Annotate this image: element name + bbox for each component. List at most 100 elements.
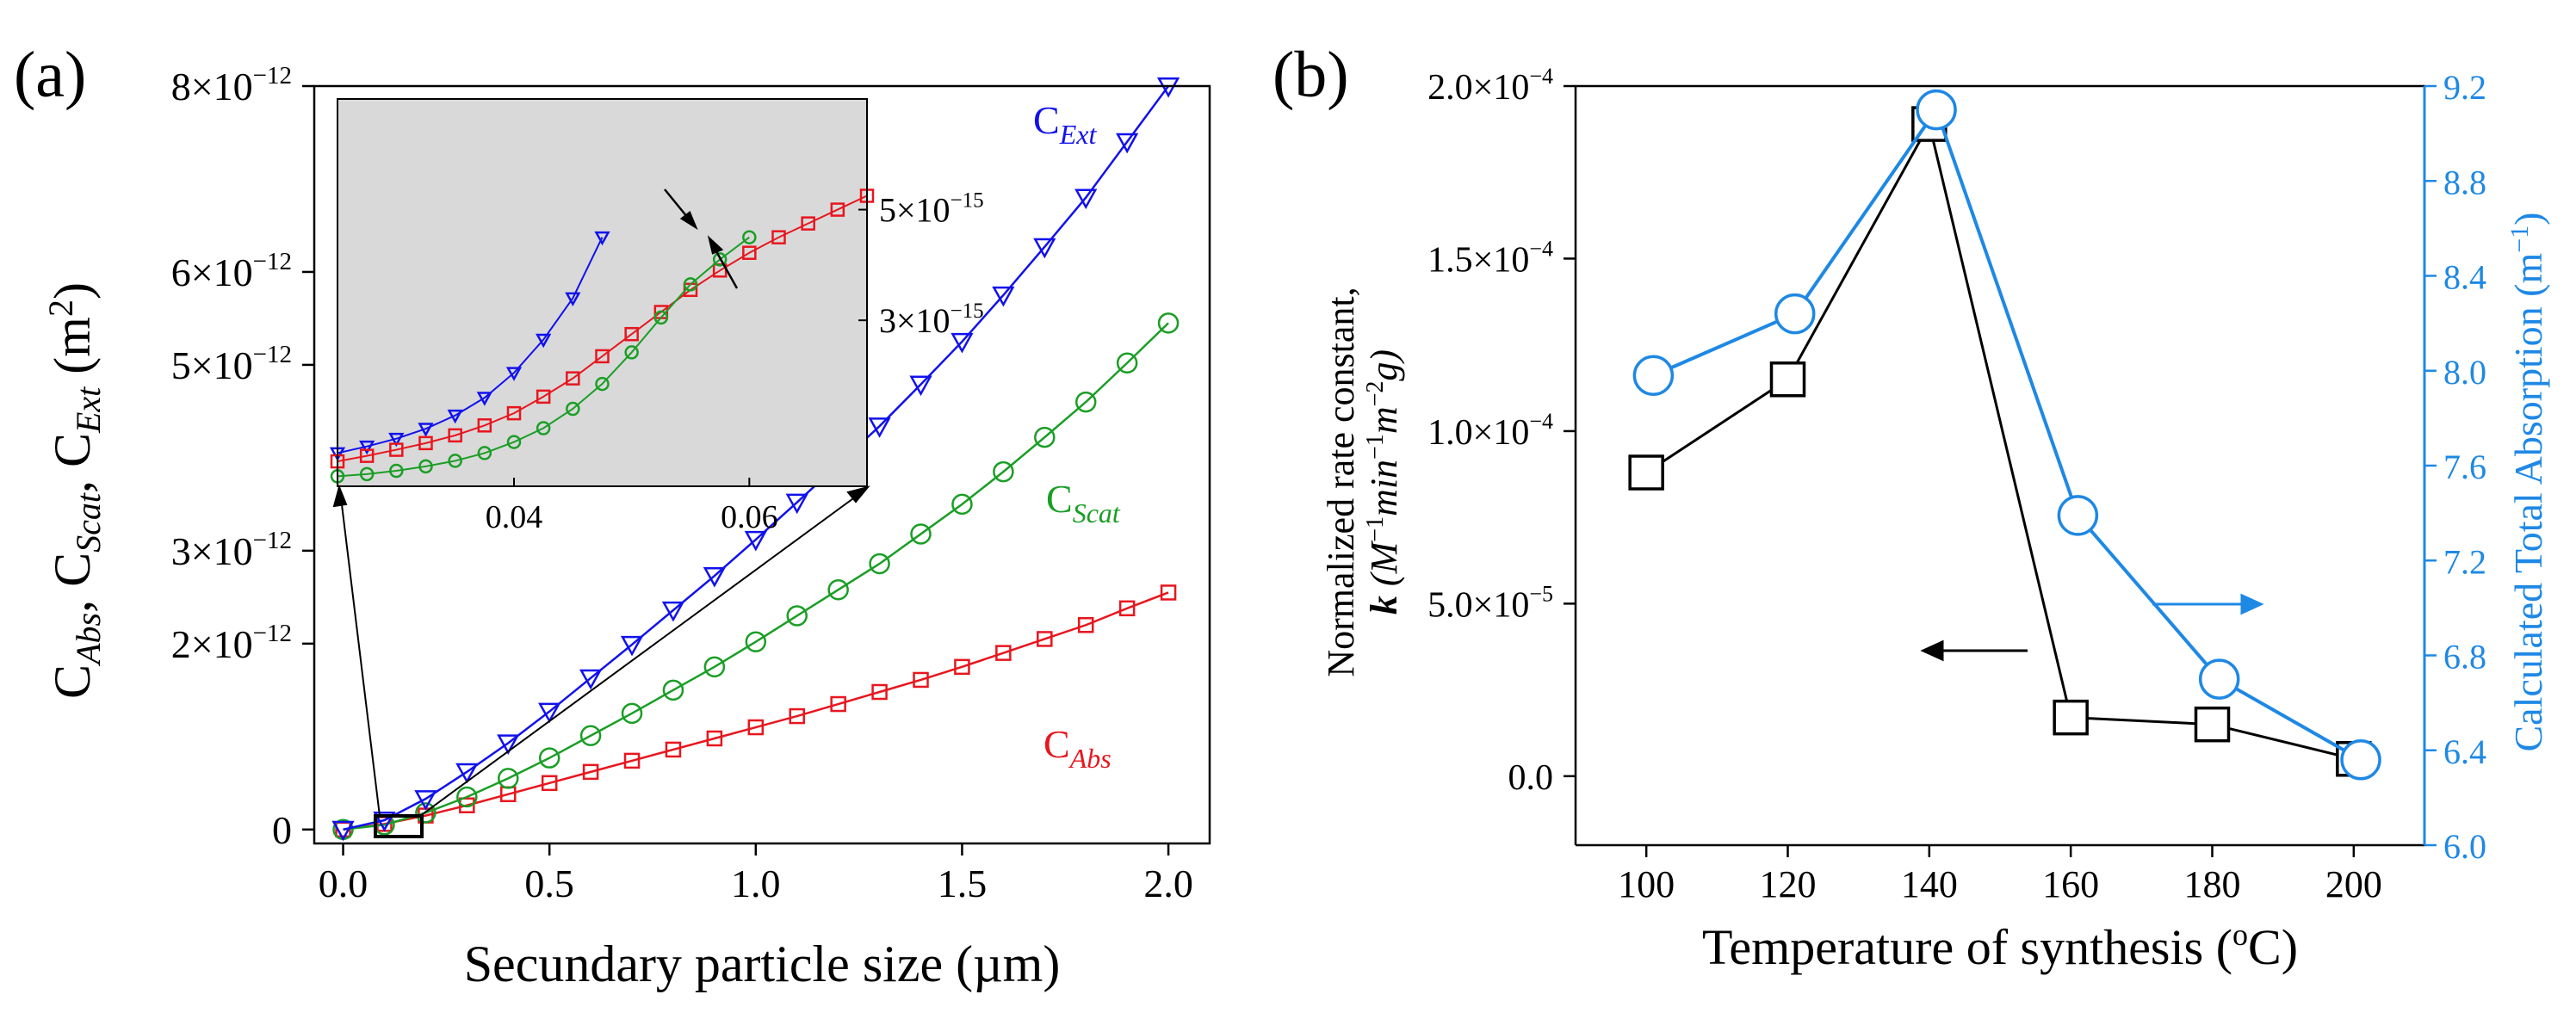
a-point-C_Ext-9 — [703, 566, 727, 588]
a-point-C_Scat-17 — [1034, 426, 1056, 448]
b-xtick-label-5: 200 — [2325, 863, 2382, 905]
label-c-ext-sub: Ext — [1059, 119, 1098, 150]
a-point-C_Ext-6 — [579, 669, 603, 690]
inset-point-C_Abs-15 — [771, 230, 786, 244]
label-c-scat-sub: Scat — [1073, 497, 1121, 528]
a-point-C_Scat-18 — [1074, 391, 1097, 413]
b-ytick-right-label-0: 6.0 — [2443, 827, 2486, 866]
zoom-connector-right — [419, 493, 860, 817]
inset-frame — [337, 98, 868, 487]
b-ytick-right-label-6: 8.4 — [2443, 258, 2486, 297]
ylabel-a-part-3: Scat — [69, 492, 108, 553]
b-ytick-left-label-1: 5.0×10−5 — [1427, 581, 1553, 625]
b-point-0-3 — [2053, 699, 2089, 736]
a-line-C_Abs — [343, 591, 1169, 831]
a-point-C_Abs-9 — [706, 730, 723, 747]
a-point-C_Scat-3 — [456, 786, 478, 808]
arrow-left-head — [1920, 639, 1944, 662]
zoom-box — [374, 814, 424, 838]
b-point-0-4 — [2194, 706, 2231, 743]
a-point-C_Scat-7 — [621, 702, 643, 725]
a-point-C_Abs-10 — [747, 719, 765, 736]
b-ytick-left-label-3-exponent: −4 — [1529, 236, 1553, 261]
b-ytick-right-label-7: 8.8 — [2443, 163, 2486, 201]
b-ytick-right-label-3: 7.2 — [2443, 542, 2486, 581]
a-point-C_Scat-13 — [869, 553, 890, 575]
a-point-C_Abs-12 — [830, 695, 846, 713]
panel-b-label: (b) — [1273, 39, 1349, 111]
b-point-0-1 — [1769, 361, 1806, 398]
a-point-C_Scat-10 — [745, 631, 767, 652]
a-point-C_Scat-8 — [662, 679, 684, 701]
inset-point-C_Scat-8 — [566, 401, 580, 417]
a-point-C_Scat-20 — [1157, 312, 1180, 334]
a-ytick-label-0: 0 — [272, 808, 292, 852]
b-line-1 — [1652, 106, 2362, 762]
crossing-arrow-upper-head — [679, 211, 698, 231]
panel-a-label: (a) — [14, 39, 86, 111]
a-ytick-label-1-mantissa: 2×10 — [171, 622, 253, 666]
a-point-C_Ext-13 — [868, 417, 891, 438]
inset: 0.04 0.063×10−155×10−15 — [329, 98, 984, 535]
ylabel-b-part-7: g) — [1363, 349, 1405, 381]
b-xtick-label-2: 140 — [1901, 863, 1958, 905]
zoom-connectors — [332, 484, 870, 817]
inset-point-C_Abs-16 — [801, 216, 815, 231]
a-point-C_Ext-16 — [992, 286, 1015, 307]
a-point-C_Scat-5 — [538, 747, 560, 769]
a-point-C_Abs-17 — [1037, 631, 1053, 647]
inset-point-C_Abs-2 — [389, 442, 404, 457]
b-ytick-left-label-0: 0.0 — [1508, 758, 1554, 798]
panel-b: (b) Normalized rate constant, k (M−1min−… — [1273, 39, 2550, 975]
inset-point-C_Abs-10 — [624, 326, 639, 342]
a-ytick-label-4-exponent: −12 — [253, 248, 292, 275]
xlabel-b-part-0: Temperature of synthesis ( — [1702, 919, 2232, 975]
inset-point-C_Ext-8 — [565, 292, 581, 307]
zoom-connector-right-head — [846, 485, 870, 503]
a-line-C_Scat — [343, 322, 1169, 831]
ylabel-a-part-6: (m — [44, 317, 101, 387]
inset-background — [337, 99, 867, 486]
ylabel-b-part-0: k — [1363, 596, 1405, 615]
label-c-ext: CExt — [1033, 98, 1097, 150]
b-ytick-right-label-8: 9.2 — [2443, 68, 2486, 107]
panel-a-xlabel: Secundary particle size (µm) — [464, 936, 1061, 992]
inset-point-C_Abs-8 — [566, 371, 580, 386]
inset-point-C_Abs-4 — [448, 428, 462, 443]
panel-b-ylabel-left-line1: Normalized rate constant, — [1320, 287, 1362, 676]
a-ytick-label-0-mantissa: 0 — [272, 808, 292, 852]
inset-point-C_Scat-7 — [536, 421, 551, 435]
a-point-C_Ext-19 — [1116, 133, 1139, 154]
a-point-C_Abs-15 — [954, 658, 970, 676]
a-ytick-label-5-exponent: −12 — [253, 62, 292, 90]
a-point-C_Scat-2 — [415, 802, 437, 824]
crossing-arrow-lower-head — [707, 235, 724, 255]
panel-a-ticks: 0.0 0.5 1.0 1.5 2.002×10−123×10−125×10−126×1… — [171, 62, 1193, 905]
crossing-arrows — [664, 188, 739, 289]
ylabel-a-part-2: , C — [44, 553, 101, 613]
a-point-C_Ext-5 — [538, 702, 561, 724]
b-point-1-2 — [1916, 89, 1957, 131]
label-c-abs: CAbs — [1043, 722, 1112, 774]
panel-b-ticks: 100 120 140 160 180 2000.05.0×10−51.0×10−41.5… — [1427, 64, 2486, 905]
inset-point-C_Scat-9 — [595, 376, 610, 392]
inset-point-C_Ext-1 — [359, 440, 375, 455]
zoom-connector-left-head — [332, 484, 348, 508]
b-xtick-label-1: 120 — [1760, 863, 1817, 905]
a-point-C_Abs-18 — [1077, 617, 1094, 633]
b-xtick-label-0: 100 — [1618, 863, 1675, 905]
inset-point-C_Scat-6 — [506, 435, 522, 449]
inset-ytick-label-1-exponent: −15 — [951, 189, 984, 213]
inset-point-C_Scat-3 — [418, 459, 433, 474]
b-ytick-left-label-1-exponent: −5 — [1529, 581, 1553, 606]
panel-a-series — [331, 77, 1180, 842]
b-point-1-5 — [2340, 739, 2381, 781]
inset-point-C_Abs-5 — [477, 418, 492, 433]
a-point-C_Ext-2 — [414, 790, 437, 811]
a-point-C_Abs-8 — [665, 741, 682, 758]
a-ytick-label-3-mantissa: 5×10 — [171, 343, 253, 387]
inset-point-C_Ext-3 — [418, 423, 434, 437]
a-point-C_Ext-1 — [373, 811, 396, 832]
b-ytick-left-label-4: 2.0×10−4 — [1427, 64, 1553, 108]
a-point-C_Scat-16 — [993, 460, 1014, 483]
